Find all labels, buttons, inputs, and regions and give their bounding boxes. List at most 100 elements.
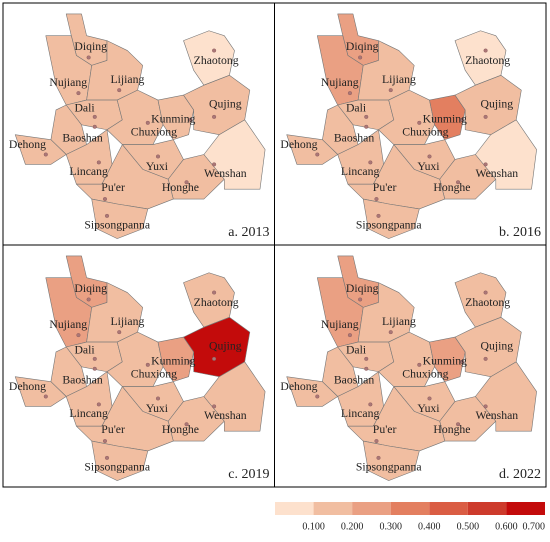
legend-tick-label: 0.400 xyxy=(418,521,441,532)
city-dot xyxy=(388,330,393,335)
region-label: Honghe xyxy=(162,182,199,194)
region xyxy=(203,361,266,432)
region-label: Baoshan xyxy=(334,132,375,144)
region-label: Honghe xyxy=(433,182,470,194)
city-dot xyxy=(102,197,107,202)
region-label: Lijiang xyxy=(110,316,144,328)
city-dot xyxy=(92,124,97,129)
region-label: Lijiang xyxy=(382,74,416,86)
region-label: Diqing xyxy=(74,283,107,295)
region xyxy=(183,272,235,328)
city-dot xyxy=(347,91,352,96)
panel-caption: d. 2022 xyxy=(499,467,541,482)
city-dot xyxy=(212,114,217,119)
region xyxy=(14,134,67,165)
city-dot xyxy=(427,154,432,159)
map: Diqing Nujiang Lijiang Dali Baoshan Dehong Lin… xyxy=(9,255,266,481)
region-label: Lijiang xyxy=(110,74,144,86)
region-label: Zhaotong xyxy=(194,55,239,67)
region-label: Dehong xyxy=(280,139,317,151)
legend-swatch xyxy=(467,502,507,515)
city-dot xyxy=(102,439,107,444)
city-dot xyxy=(417,362,422,367)
region-label: Wenshan xyxy=(475,168,518,180)
city-dot xyxy=(96,402,101,407)
map-panel: Diqing Nujiang Lijiang Dali Baoshan Dehong Lin… xyxy=(274,2,547,246)
region-label: Qujing xyxy=(481,99,514,111)
region-label: Dali xyxy=(74,345,94,357)
city-dot xyxy=(417,120,422,125)
region-label: Qujing xyxy=(209,341,242,353)
city-dot xyxy=(315,152,320,157)
region-label: Dehong xyxy=(9,139,46,151)
region-label: Wenshan xyxy=(204,168,247,180)
map-panel: Diqing Nujiang Lijiang Dali Baoshan Dehong Lin… xyxy=(274,244,547,488)
region-label: Honghe xyxy=(162,424,199,436)
legend-swatch xyxy=(390,502,430,515)
legend-tick-label: 0.200 xyxy=(341,521,364,532)
city-dot xyxy=(483,356,488,361)
region-label: Qujing xyxy=(209,99,242,111)
city-dot xyxy=(315,394,320,399)
city-dot xyxy=(483,404,488,409)
city-dot xyxy=(76,333,81,338)
region-label: Nujiang xyxy=(321,319,359,331)
city-dot xyxy=(212,356,217,361)
region-label: Zhaotong xyxy=(465,55,510,67)
city-dot xyxy=(212,404,217,409)
region-label: Dehong xyxy=(280,381,317,393)
region xyxy=(91,198,149,239)
city-dot xyxy=(92,356,97,361)
city-dot xyxy=(76,91,81,96)
region-label: Chuxiong xyxy=(402,126,448,138)
map: Diqing Nujiang Lijiang Dali Baoshan Dehong Lin… xyxy=(9,13,266,239)
legend-tick-label: 0.500 xyxy=(457,521,480,532)
region-label: Dali xyxy=(74,103,94,115)
city-dot xyxy=(347,333,352,338)
region-label: Nujiang xyxy=(49,77,87,89)
region-label: Pu'er xyxy=(373,182,397,194)
region xyxy=(475,119,537,190)
region-label: Wenshan xyxy=(475,410,518,422)
region-label: Nujiang xyxy=(49,319,87,331)
region-label: Kunming xyxy=(423,356,467,368)
region xyxy=(203,119,266,190)
region-label: Pu'er xyxy=(101,182,125,194)
city-dot xyxy=(155,154,161,159)
region-label: Kunming xyxy=(151,114,195,126)
region xyxy=(475,361,537,432)
region xyxy=(454,272,507,328)
region-label: Yuxi xyxy=(417,403,439,415)
region-label: Zhaotong xyxy=(194,297,239,309)
region-label: Wenshan xyxy=(204,410,247,422)
region-label: Pu'er xyxy=(101,424,125,436)
city-dot xyxy=(155,396,161,401)
panel-frame xyxy=(274,244,547,488)
city-dot xyxy=(188,359,193,364)
city-dot xyxy=(212,162,217,167)
region-label: Lincang xyxy=(69,408,108,420)
city-dot xyxy=(96,160,101,165)
city-dot xyxy=(92,366,97,371)
city-dot xyxy=(117,330,122,335)
city-dot xyxy=(483,162,488,167)
city-dot xyxy=(104,213,110,218)
city-dot xyxy=(86,297,91,302)
region xyxy=(91,440,149,481)
region-label: Dali xyxy=(346,103,366,115)
region-label: Kunming xyxy=(423,114,467,126)
city-dot xyxy=(145,120,150,125)
city-dot xyxy=(376,455,381,460)
region-label: Pu'er xyxy=(373,424,397,436)
city-dot xyxy=(374,197,379,202)
city-dot xyxy=(483,290,488,295)
city-dot xyxy=(460,359,465,364)
city-dot xyxy=(212,290,217,295)
region-label: Kunming xyxy=(151,356,195,368)
region xyxy=(183,30,235,86)
region-label: Sipsongpanna xyxy=(84,220,150,232)
region-label: Diqing xyxy=(346,283,379,295)
city-dot xyxy=(374,439,379,444)
region-label: Chuxiong xyxy=(131,368,177,380)
region-label: Dehong xyxy=(9,381,46,393)
